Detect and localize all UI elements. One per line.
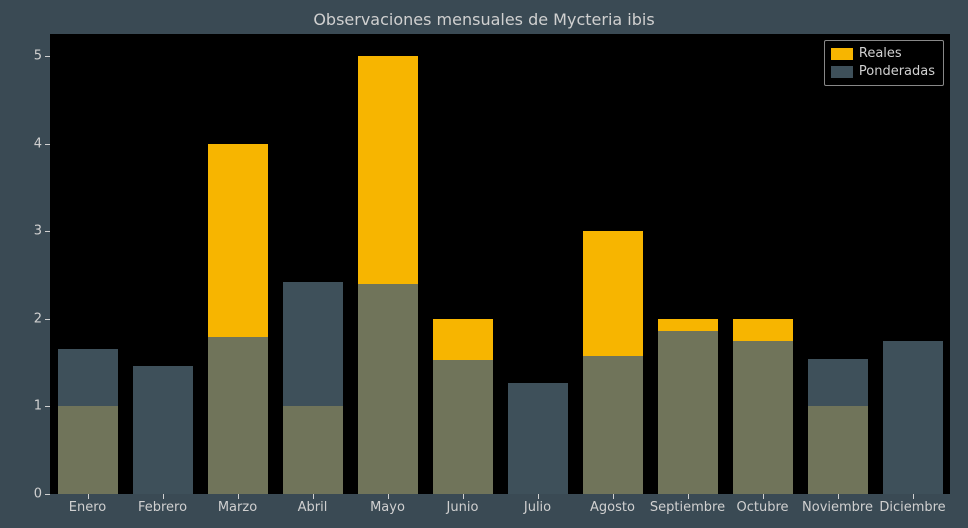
legend-swatch <box>831 66 853 78</box>
legend-swatch <box>831 48 853 60</box>
x-tick-label: Diciembre <box>879 494 945 515</box>
x-tick-label: Septiembre <box>650 494 725 515</box>
x-tick-label: Abril <box>298 494 328 515</box>
x-tick-label: Febrero <box>138 494 187 515</box>
legend-label: Reales <box>859 45 902 63</box>
legend-label: Ponderadas <box>859 63 935 81</box>
x-tick-label: Marzo <box>218 494 257 515</box>
bar-ponderadas <box>808 359 868 494</box>
bar-ponderadas <box>283 282 343 494</box>
legend-row: Reales <box>831 45 935 63</box>
y-tick-mark <box>45 144 50 145</box>
y-tick-mark <box>45 319 50 320</box>
bar-ponderadas <box>583 356 643 494</box>
bar-ponderadas <box>208 337 268 494</box>
bar-ponderadas <box>58 349 118 494</box>
bar-ponderadas <box>883 341 943 494</box>
bar-ponderadas <box>433 360 493 494</box>
bar-ponderadas <box>358 284 418 494</box>
x-tick-label: Julio <box>524 494 551 515</box>
x-tick-label: Junio <box>447 494 479 515</box>
chart-title: Observaciones mensuales de Mycteria ibis <box>0 10 968 29</box>
figure: Observaciones mensuales de Mycteria ibis… <box>0 0 968 528</box>
x-tick-label: Agosto <box>590 494 635 515</box>
bar-ponderadas <box>133 366 193 494</box>
x-tick-label: Enero <box>69 494 106 515</box>
bar-ponderadas <box>733 341 793 494</box>
legend-row: Ponderadas <box>831 63 935 81</box>
x-tick-label: Mayo <box>370 494 405 515</box>
y-tick-mark <box>45 494 50 495</box>
y-tick-mark <box>45 56 50 57</box>
bar-ponderadas <box>658 331 718 494</box>
chart-axes: RealesPonderadas 012345EneroFebreroMarzo… <box>50 34 950 494</box>
x-tick-label: Octubre <box>736 494 788 515</box>
y-tick-mark <box>45 231 50 232</box>
bar-ponderadas <box>508 383 568 494</box>
x-tick-label: Noviembre <box>802 494 873 515</box>
legend: RealesPonderadas <box>824 40 944 86</box>
y-tick-mark <box>45 406 50 407</box>
